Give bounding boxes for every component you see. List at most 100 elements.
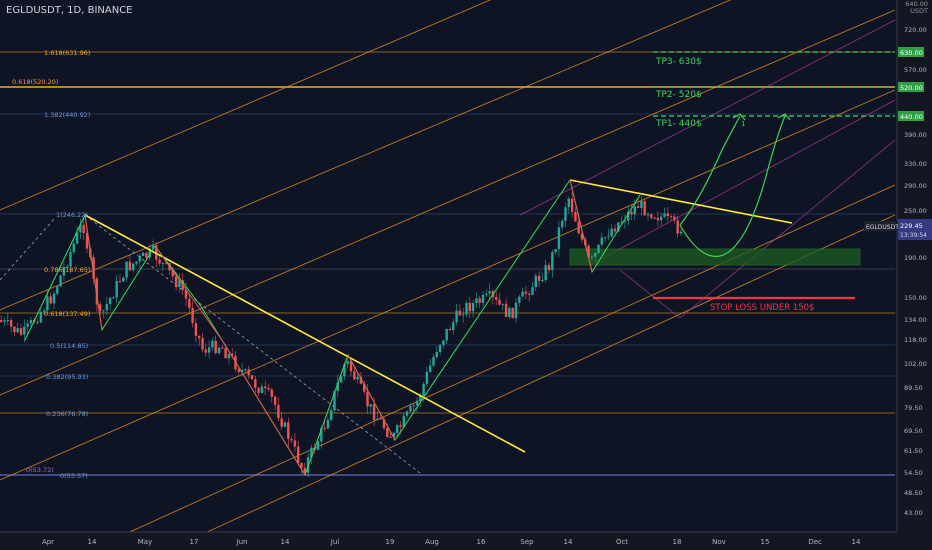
candle-body — [577, 221, 580, 234]
candle-body — [118, 280, 122, 282]
candle-body — [587, 245, 590, 258]
candle-body — [287, 422, 290, 440]
price-tick: 89.50 — [904, 384, 923, 392]
candle-body — [151, 245, 155, 249]
candle-body — [554, 249, 557, 253]
candle-body — [666, 213, 669, 217]
candle-body — [551, 252, 554, 271]
candle-body — [405, 411, 409, 416]
candle-body — [122, 277, 125, 282]
candle-body — [508, 307, 511, 317]
candle-body — [323, 428, 326, 430]
candle-body — [194, 323, 198, 336]
target-lines — [653, 51, 895, 117]
candle-body — [369, 404, 372, 407]
price-tick: 118.00 — [904, 336, 927, 344]
price-tick: 43.00 — [904, 509, 923, 517]
candle-body — [567, 198, 570, 208]
candle-body — [656, 217, 660, 221]
candle-body — [359, 376, 363, 384]
candle-body — [75, 232, 79, 244]
time-label: 18 — [673, 538, 682, 546]
candle-body — [231, 354, 234, 356]
candle-body — [326, 419, 330, 429]
time-label: May — [138, 538, 152, 546]
candle-body — [290, 439, 293, 441]
fib-label-0786: 0.786(187.65) — [44, 266, 90, 274]
candle-body — [541, 280, 544, 282]
candle-body — [376, 418, 379, 421]
candle-body — [52, 293, 56, 304]
candle-body — [458, 310, 462, 316]
candle-body — [663, 213, 666, 217]
candle-body — [250, 375, 254, 380]
candle-body — [26, 323, 29, 327]
candle-body — [389, 436, 392, 438]
candle-body — [617, 222, 620, 232]
candle-body — [636, 206, 640, 208]
candle-body — [333, 391, 336, 411]
candle-body — [19, 328, 23, 335]
price-tick: 134.00 — [904, 316, 927, 324]
candle-body — [161, 262, 165, 264]
candle-body — [115, 280, 118, 298]
harmonic-patterns — [24, 179, 641, 477]
candle-body — [42, 310, 46, 312]
target-badge-tp1-text: 440.00 — [900, 113, 923, 121]
target-badge-tp2 — [898, 82, 924, 92]
candle-body — [353, 371, 356, 380]
time-label: 14 — [852, 538, 861, 546]
price-tick: 69.50 — [904, 427, 923, 435]
candle-body — [204, 349, 207, 353]
pattern-apr-green — [24, 213, 156, 341]
price-axis[interactable]: 640.00 USDT 720.00 570.00 390.00 330.00 … — [864, 0, 932, 550]
fib-label-0618-lower: 0.618(137.49) — [44, 310, 90, 318]
candle-body — [155, 245, 158, 260]
candle-body — [382, 419, 386, 429]
candle-body — [16, 328, 19, 333]
candle-body — [158, 259, 161, 264]
candle-body — [561, 220, 564, 228]
candle-body — [191, 308, 194, 324]
target-badge-tp3 — [898, 47, 924, 57]
candle-body — [336, 382, 339, 392]
pattern-sep-red — [569, 179, 593, 273]
candle-body — [610, 228, 613, 237]
candle-body — [310, 447, 313, 458]
time-label: Oct — [616, 538, 628, 546]
fib-label-0236: 0.236(76.78) — [46, 410, 88, 418]
candle-body — [590, 256, 594, 258]
candle-body — [504, 303, 508, 317]
symbol-title[interactable]: EGLDUSDT, 1D, BINANCE — [6, 5, 133, 16]
candle-body — [498, 299, 501, 305]
candle-body — [531, 287, 534, 295]
candle-body — [247, 369, 250, 376]
tp1-label: TP1- 440$ — [655, 119, 702, 129]
pattern-may-red — [154, 245, 306, 476]
candle-body — [6, 320, 9, 322]
candle-body — [214, 340, 217, 354]
candle-body — [419, 395, 422, 401]
pattern-may-green — [154, 179, 571, 477]
time-label: 16 — [477, 538, 486, 546]
candle-body — [102, 310, 105, 312]
candle-body — [366, 391, 369, 407]
candle-body — [633, 206, 636, 215]
candle-body — [138, 255, 141, 262]
candle-body — [49, 296, 52, 304]
pattern-apr-red — [84, 214, 103, 331]
candle-body — [676, 220, 679, 234]
candle-body — [544, 265, 547, 281]
time-axis[interactable]: Apr 14 May 17 Jun 14 Jul 19 Aug 16 Sep 1… — [0, 531, 932, 550]
candle-body — [339, 376, 343, 383]
candle-body — [547, 265, 551, 271]
candle-body — [455, 310, 458, 323]
candle-body — [402, 415, 405, 427]
candle-body — [623, 220, 627, 222]
price-axis-unit: USDT — [910, 7, 928, 15]
candle-body — [39, 311, 42, 323]
time-label: Nov — [712, 538, 726, 546]
candle-body — [240, 370, 244, 372]
